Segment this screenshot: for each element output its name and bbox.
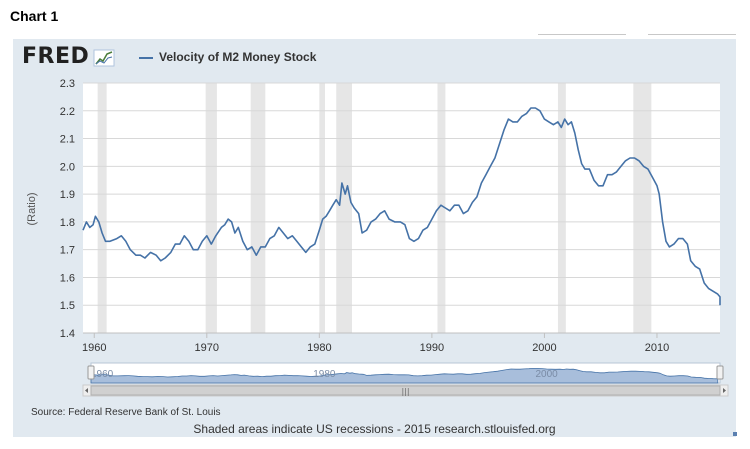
- x-tick-labels: 1960 1970 1980 1990 2000 2010: [82, 332, 720, 354]
- x-tick-label: 1970: [195, 342, 219, 354]
- navigator-series-area: [90, 368, 719, 384]
- footer-note: Shaded areas indicate US recessions - 20…: [193, 422, 556, 436]
- chart-heading: Chart 1: [10, 8, 59, 24]
- legend-swatch: [139, 56, 153, 59]
- navigator-tick-label: 2000: [536, 369, 559, 380]
- y-tick-label: 1.7: [60, 245, 75, 257]
- fred-logo: FRED: [22, 44, 90, 69]
- y-tick-label: 2.3: [60, 78, 75, 90]
- top-rule-right: [648, 34, 736, 35]
- fred-graph-panel: 1.4 1.5 1.6 1.7 1.8 1.9 2.0 2.1 2.2 2.3 1960 1970 1…: [13, 39, 736, 437]
- navigator-tick-label: 1960: [91, 369, 114, 380]
- recession-bands: [97, 83, 652, 333]
- recession-band: [319, 83, 325, 333]
- x-tick-label: 2010: [645, 342, 669, 354]
- x-tick-label: 1980: [307, 342, 331, 354]
- series-line: [82, 107, 721, 306]
- recession-band: [557, 83, 566, 333]
- y-tick-label: 1.5: [60, 300, 75, 312]
- x-tick-label: 1990: [420, 342, 444, 354]
- chevron-right-icon[interactable]: [723, 388, 726, 393]
- legend-series-label: Velocity of M2 Money Stock: [159, 50, 317, 64]
- chart-svg: 1.41.51.61.71.81.92.02.12.22.3 1960 1970 1…: [26, 49, 729, 397]
- y-tick-label: 2.0: [60, 161, 75, 173]
- y-tick-labels: 1.4 1.5 1.6 1.7 1.8 1.9 2.0 2.1 2.2 2.3: [60, 78, 75, 340]
- scrollbar-thumb[interactable]: [90, 385, 721, 396]
- scrollbar-grip-icon: |||: [401, 387, 409, 396]
- fred-chart-logo-icon: [93, 49, 115, 67]
- series-lines: [82, 107, 721, 306]
- top-rule-left: [538, 34, 626, 35]
- recession-band: [205, 83, 217, 333]
- recession-band: [633, 83, 652, 333]
- x-tick-label: 2000: [532, 342, 556, 354]
- corner-mark: [733, 432, 737, 436]
- range-navigator[interactable]: 1960 1980 2000 |||: [82, 362, 729, 397]
- y-tick-label: 2.2: [60, 106, 75, 118]
- recession-band: [437, 83, 446, 333]
- legend: Velocity of M2 Money Stock: [139, 50, 316, 64]
- chevron-left-icon[interactable]: [85, 388, 88, 393]
- navigator-left-handle[interactable]: [87, 365, 95, 380]
- recession-band: [250, 83, 266, 333]
- plot-area: [83, 83, 720, 333]
- recession-band: [336, 83, 352, 333]
- x-tick-label: 1960: [82, 342, 106, 354]
- y-tick-label: 2.1: [60, 134, 75, 146]
- y-tick-label: 1.9: [60, 189, 75, 201]
- navigator-tick-label: 1980: [313, 369, 336, 380]
- y-tick-label: 1.4: [60, 328, 75, 340]
- y-tick-label: 1.6: [60, 272, 75, 284]
- navigator-right-handle[interactable]: [716, 365, 724, 380]
- source-note: Source: Federal Reserve Bank of St. Loui…: [31, 407, 221, 418]
- y-tick-label: 1.8: [60, 217, 75, 229]
- plot-background: [83, 83, 720, 333]
- recession-band: [97, 83, 107, 333]
- y-axis-label: (Ratio): [26, 192, 38, 225]
